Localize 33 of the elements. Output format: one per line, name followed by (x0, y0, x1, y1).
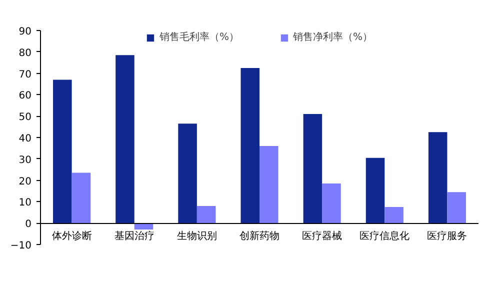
y-tick-label: 80 (18, 48, 32, 59)
x-tick-label: 医疗信息化 (360, 230, 410, 242)
x-tick-label: 基因治疗 (114, 230, 154, 242)
bar (240, 68, 260, 224)
bar (53, 80, 72, 224)
bar (196, 206, 216, 224)
legend-label: 销售毛利率（%） (159, 30, 239, 44)
bar (322, 184, 341, 224)
bar (178, 124, 197, 224)
bar (303, 114, 322, 224)
y-tick-label: 90 (18, 26, 32, 38)
y-tick-label: −10 (10, 240, 32, 252)
y-tick-label: 40 (18, 134, 32, 144)
y-tick-label: 0 (25, 219, 32, 230)
bar (447, 192, 466, 224)
y-tick-label: 50 (18, 112, 32, 124)
y-tick-label: 20 (18, 176, 32, 188)
x-tick-label: 医疗器械 (302, 230, 342, 242)
y-tick-label: 70 (18, 69, 32, 80)
x-tick-label: 创新药物 (240, 230, 280, 242)
bar (260, 146, 278, 224)
bar (116, 55, 134, 224)
y-tick-label: 10 (18, 198, 32, 209)
y-tick-label: 30 (18, 154, 32, 166)
bar (428, 132, 448, 224)
bar (72, 172, 91, 224)
x-tick-label: 医疗服务 (427, 230, 468, 242)
legend-label: 销售净利率（%） (293, 30, 373, 44)
y-tick-label: 60 (18, 90, 32, 102)
x-tick-label: 体外诊断 (52, 230, 92, 242)
bar (384, 207, 404, 224)
x-tick-label: 生物识别 (176, 230, 217, 242)
bar (366, 158, 385, 224)
